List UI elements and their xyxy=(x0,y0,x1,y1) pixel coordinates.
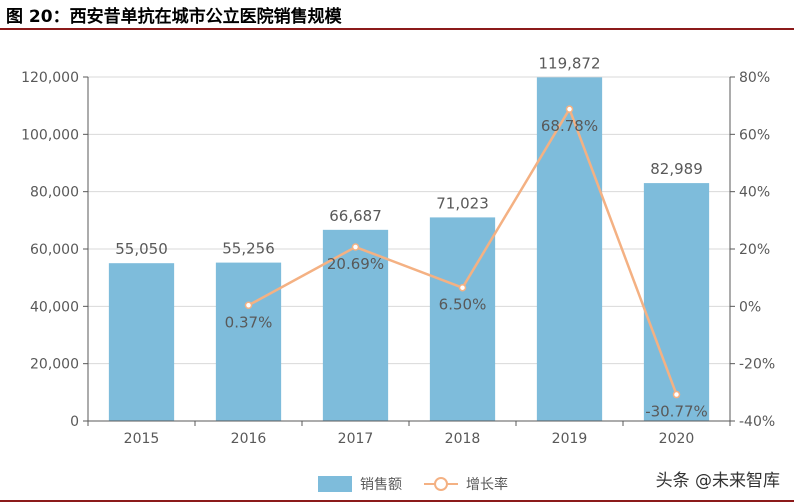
y-right-tick-label: -40% xyxy=(739,414,775,430)
line-data-label: -30.77% xyxy=(645,403,708,421)
line-data-label: 68.78% xyxy=(541,117,598,135)
y-left-tick-label: 60,000 xyxy=(30,242,79,258)
bar-data-label: 82,989 xyxy=(650,160,703,178)
bar-2020 xyxy=(643,183,710,421)
line-data-label: 20.69% xyxy=(327,255,384,273)
bar-data-label: 55,050 xyxy=(115,240,168,258)
legend-label-sales: 销售额 xyxy=(360,477,402,493)
bar-2017 xyxy=(322,229,389,421)
y-left-tick-label: 20,000 xyxy=(30,357,79,373)
x-tick-label: 2020 xyxy=(659,431,695,447)
bottom-rule xyxy=(0,500,794,502)
growth-point-2017 xyxy=(351,243,360,251)
figure-title: 图 20：西安昔单抗在城市公立医院销售规模 xyxy=(6,7,342,27)
legend-label-growth: 增长率 xyxy=(466,477,508,493)
bar-data-label: 119,872 xyxy=(538,54,600,72)
x-tick-label: 2015 xyxy=(124,431,160,447)
chart-legend: 销售额 增长率 xyxy=(318,474,530,494)
y-left-tick-label: 80,000 xyxy=(30,185,79,201)
bar-data-label: 55,256 xyxy=(222,240,275,258)
y-left-tick-label: 120,000 xyxy=(21,70,79,86)
x-tick-label: 2018 xyxy=(445,431,481,447)
bar-2019 xyxy=(536,77,603,421)
y-right-tick-label: -20% xyxy=(739,357,775,373)
y-right-tick-label: 80% xyxy=(739,70,770,86)
legend-bar-swatch xyxy=(318,476,352,492)
bar-2015 xyxy=(108,263,175,421)
y-right-tick-label: 20% xyxy=(739,242,770,258)
legend-line-swatch xyxy=(424,477,458,491)
line-data-label: 0.37% xyxy=(225,313,273,331)
legend-item-sales[interactable]: 销售额 xyxy=(318,474,402,494)
combo-chart: 0 20,000 40,000 60,000 80,000 100,000 120,000 -… xyxy=(21,54,775,447)
legend-item-growth[interactable]: 增长率 xyxy=(424,474,508,494)
bar-2016 xyxy=(215,262,282,421)
y-right-tick-label: 40% xyxy=(739,185,770,201)
line-data-label: 6.50% xyxy=(439,296,487,314)
x-tick-label: 2019 xyxy=(552,431,588,447)
x-tick-label: 2016 xyxy=(231,431,267,447)
y-right-tick-label: 0% xyxy=(739,299,761,315)
growth-point-2016 xyxy=(244,301,253,310)
bar-data-label: 71,023 xyxy=(436,194,489,212)
growth-point-2018 xyxy=(458,283,467,292)
y-right-tick-label: 60% xyxy=(739,127,770,143)
x-tick-label: 2017 xyxy=(338,431,374,447)
y-left-tick-label: 40,000 xyxy=(30,299,79,315)
y-left-tick-label: 0 xyxy=(70,414,79,430)
growth-point-2020 xyxy=(672,390,681,399)
watermark: 头条 @未来智库 xyxy=(655,471,780,491)
bar-data-label: 66,687 xyxy=(329,207,382,225)
y-left-tick-label: 100,000 xyxy=(21,127,79,143)
growth-point-2019 xyxy=(565,105,574,113)
title-rule xyxy=(0,28,794,30)
